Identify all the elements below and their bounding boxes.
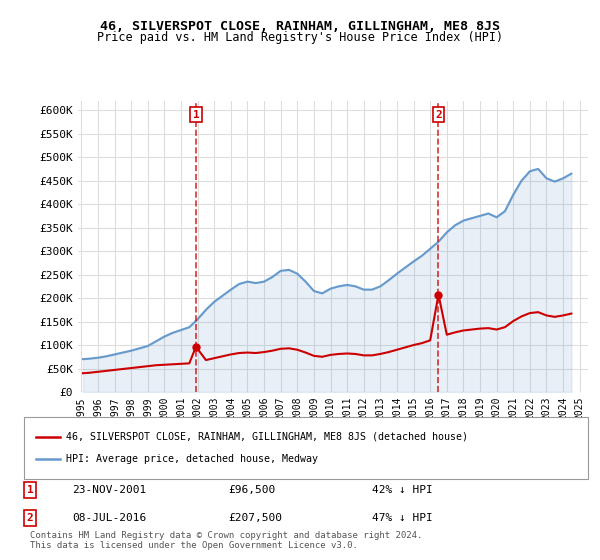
Text: 46, SILVERSPOT CLOSE, RAINHAM, GILLINGHAM, ME8 8JS: 46, SILVERSPOT CLOSE, RAINHAM, GILLINGHA… [100, 20, 500, 32]
Text: 23-NOV-2001: 23-NOV-2001 [72, 485, 146, 495]
Text: 08-JUL-2016: 08-JUL-2016 [72, 513, 146, 523]
Text: 1: 1 [26, 485, 34, 495]
Text: £96,500: £96,500 [228, 485, 275, 495]
Text: 2: 2 [435, 110, 442, 119]
Text: 1: 1 [193, 110, 199, 119]
Text: 46, SILVERSPOT CLOSE, RAINHAM, GILLINGHAM, ME8 8JS (detached house): 46, SILVERSPOT CLOSE, RAINHAM, GILLINGHA… [66, 432, 468, 442]
Text: £207,500: £207,500 [228, 513, 282, 523]
Text: Price paid vs. HM Land Registry's House Price Index (HPI): Price paid vs. HM Land Registry's House … [97, 31, 503, 44]
Text: Contains HM Land Registry data © Crown copyright and database right 2024.
This d: Contains HM Land Registry data © Crown c… [30, 530, 422, 550]
Text: 47% ↓ HPI: 47% ↓ HPI [372, 513, 433, 523]
Text: 2: 2 [26, 513, 34, 523]
Text: 42% ↓ HPI: 42% ↓ HPI [372, 485, 433, 495]
Text: HPI: Average price, detached house, Medway: HPI: Average price, detached house, Medw… [66, 454, 318, 464]
